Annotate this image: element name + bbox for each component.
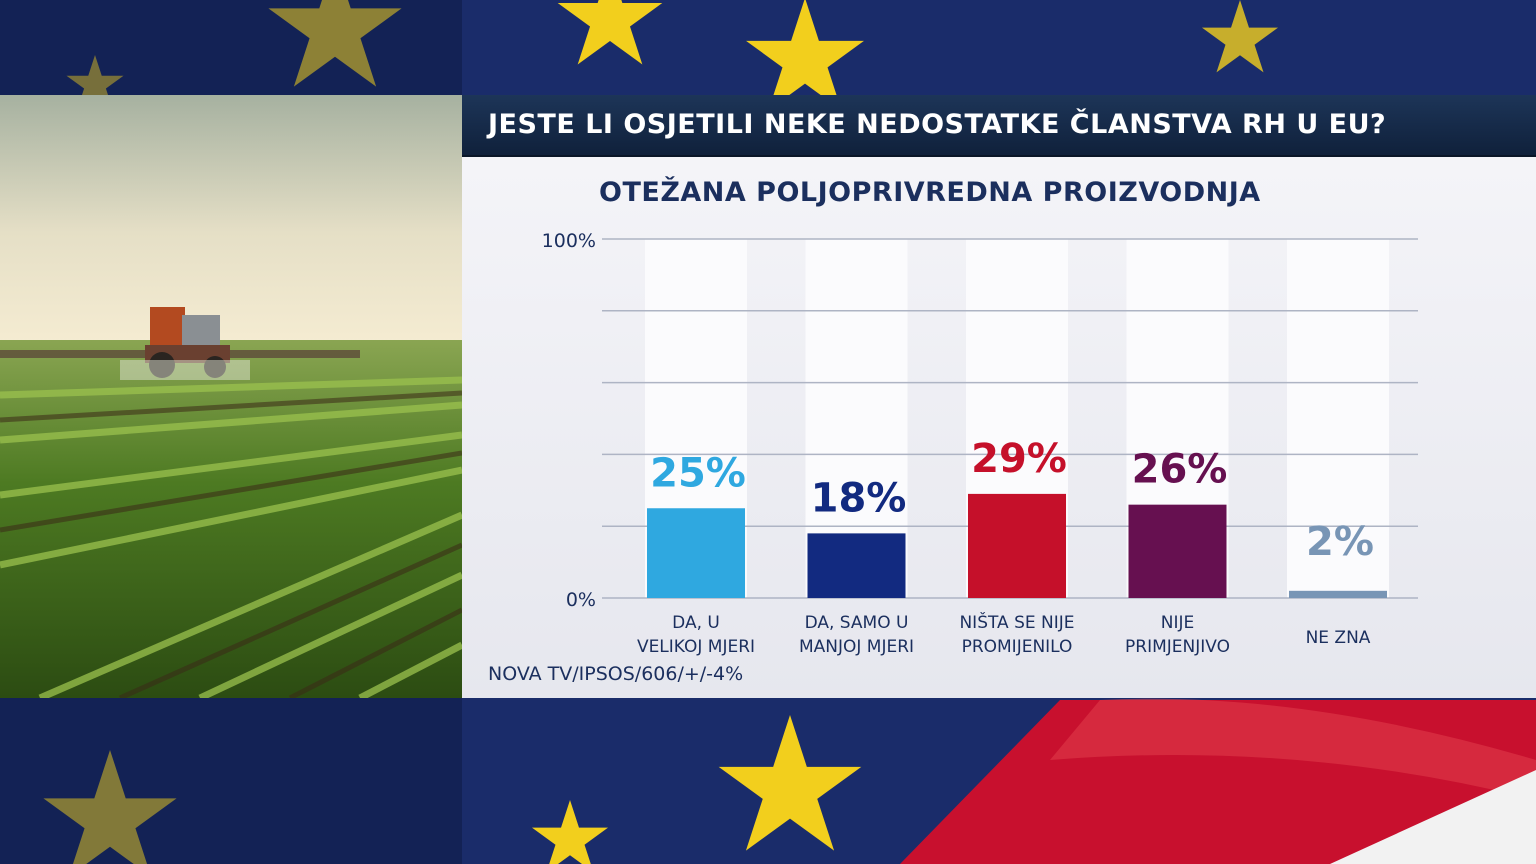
category-label: PRIMJENJIVO — [1125, 637, 1230, 657]
category-label: VELIKOJ MJERI — [637, 637, 755, 657]
y-tick-label: 100% — [542, 230, 596, 252]
category-label: MANJOJ MJERI — [799, 637, 914, 657]
category-label: NIJE — [1161, 613, 1195, 633]
question-header: JESTE LI OSJETILI NEKE NEDOSTATKE ČLANST… — [462, 95, 1536, 157]
chart-panel: OTEŽANA POLJOPRIVREDNA PROIZVODNJA 100% 0… — [462, 157, 1536, 698]
question-title: JESTE LI OSJETILI NEKE NEDOSTATKE ČLANST… — [488, 109, 1387, 140]
bar — [968, 493, 1066, 598]
y-tick-label: 0% — [566, 589, 596, 611]
category-label: NIŠTA SE NIJE — [959, 611, 1074, 633]
bar — [1289, 590, 1387, 598]
chart-title: OTEŽANA POLJOPRIVREDNA PROIZVODNJA — [599, 177, 1261, 208]
bar-value-label: 29% — [971, 436, 1067, 482]
category-label: PROMIJENILO — [962, 637, 1073, 657]
source-note: NOVA TV/IPSOS/606/+/-4% — [488, 663, 744, 685]
bar-value-label: 25% — [650, 450, 746, 496]
bar — [647, 508, 745, 598]
tractor-field-photo — [0, 95, 462, 698]
bar-value-label: 18% — [811, 475, 907, 521]
category-label: NE ZNA — [1306, 628, 1371, 648]
bar — [807, 533, 906, 598]
column-background — [1287, 239, 1389, 598]
bar-value-label: 26% — [1132, 447, 1228, 493]
category-label: DA, SAMO U — [805, 613, 909, 633]
bar — [1128, 504, 1227, 598]
category-label: DA, U — [672, 613, 720, 633]
bar-value-label: 2% — [1306, 519, 1374, 565]
bar-chart: 100% 0% 25% DA, U VELIKOJ MJERI 18% DA, SAMO U… — [542, 230, 1418, 657]
